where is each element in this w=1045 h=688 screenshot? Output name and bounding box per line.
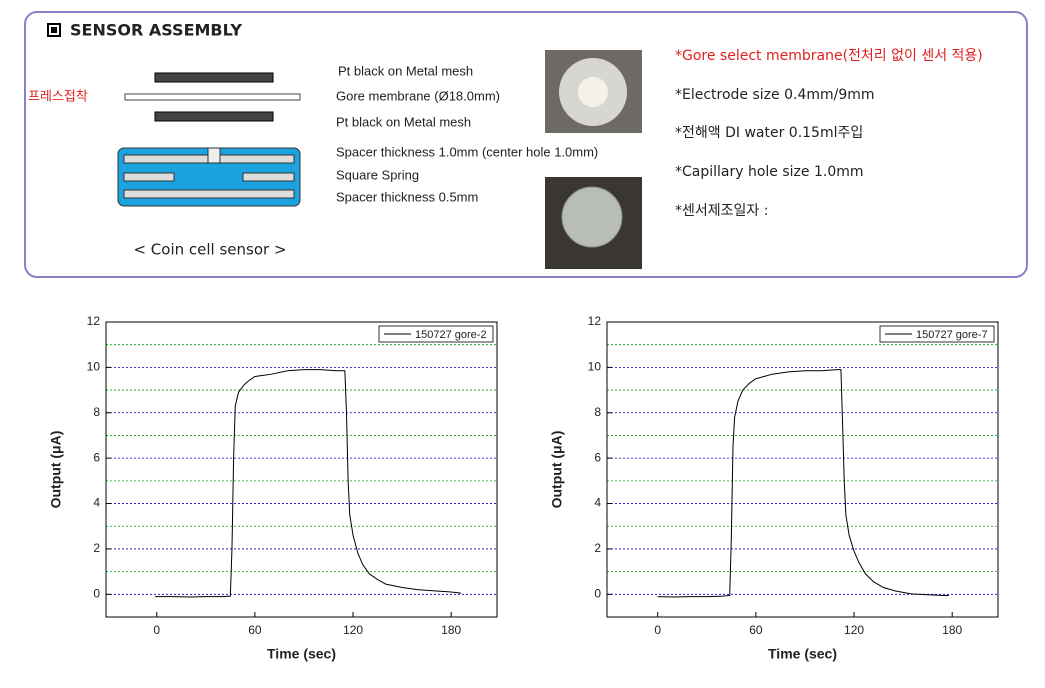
layer-shape — [154, 72, 274, 83]
layer-label: Square Spring — [336, 167, 419, 182]
x-tick-label: 120 — [844, 623, 864, 637]
y-tick-label: 2 — [594, 541, 601, 555]
plot-frame — [105, 321, 498, 618]
series-line — [657, 369, 949, 598]
layer-label: Gore membrane (Ø18.0mm) — [336, 88, 500, 103]
x-axis-label: Time (sec) — [267, 646, 336, 662]
x-axis-label: Time (sec) — [768, 646, 837, 662]
y-tick-label: 6 — [594, 450, 601, 464]
y-tick-label: 12 — [588, 314, 602, 328]
layer-label: Spacer thickness 1.0mm (center hole 1.0m… — [336, 144, 598, 159]
y-tick-label: 2 — [93, 541, 100, 555]
note: *Capillary hole size 1.0mm — [675, 164, 864, 180]
layer-shape — [154, 111, 274, 122]
x-tick-label: 180 — [441, 623, 461, 637]
caption: < Coin cell sensor > — [133, 241, 286, 259]
photo-coin — [561, 186, 623, 248]
y-tick-label: 4 — [594, 496, 601, 510]
note: *센서제조일자 : — [675, 203, 768, 219]
coin-part — [123, 172, 175, 182]
side-label: 프레스접착 — [28, 90, 88, 105]
y-tick-label: 8 — [93, 405, 100, 419]
layer-label: Pt black on Metal mesh — [338, 63, 473, 78]
x-tick-label: 0 — [153, 623, 160, 637]
plot-frame — [606, 321, 999, 618]
x-tick-label: 180 — [942, 623, 962, 637]
x-tick-label: 0 — [654, 623, 661, 637]
y-tick-label: 8 — [594, 405, 601, 419]
x-tick-label: 60 — [749, 623, 763, 637]
x-tick-label: 120 — [343, 623, 363, 637]
title-icon-fill — [51, 27, 57, 33]
legend-box — [378, 325, 494, 343]
series-line — [155, 369, 462, 598]
layer-label: Pt black on Metal mesh — [336, 114, 471, 129]
coin-part — [207, 147, 221, 164]
photo-disk — [578, 77, 608, 107]
y-tick-label: 10 — [87, 360, 101, 374]
coin-part — [242, 172, 295, 182]
note: *전해액 DI water 0.15ml주입 — [675, 125, 863, 141]
y-tick-label: 6 — [93, 450, 100, 464]
note: *Electrode size 0.4mm/9mm — [675, 87, 875, 103]
y-tick-label: 12 — [87, 314, 101, 328]
legend-box — [879, 325, 995, 343]
y-tick-label: 4 — [93, 496, 100, 510]
layer-label: Spacer thickness 0.5mm — [336, 189, 478, 204]
y-tick-label: 0 — [93, 586, 100, 600]
y-axis-label: Output (μA) — [48, 431, 64, 509]
x-tick-label: 60 — [248, 623, 262, 637]
y-tick-label: 0 — [594, 586, 601, 600]
panel-title: SENSOR ASSEMBLY — [70, 21, 242, 40]
coin-part — [123, 189, 295, 199]
y-tick-label: 10 — [588, 360, 602, 374]
layer-shape — [124, 93, 301, 101]
legend-label: 150727 gore-2 — [415, 329, 487, 341]
note: *Gore select membrane(전처리 없이 센서 적용) — [675, 48, 983, 64]
y-axis-label: Output (μA) — [549, 431, 565, 509]
legend-label: 150727 gore-7 — [916, 329, 988, 341]
panel — [24, 11, 1028, 278]
